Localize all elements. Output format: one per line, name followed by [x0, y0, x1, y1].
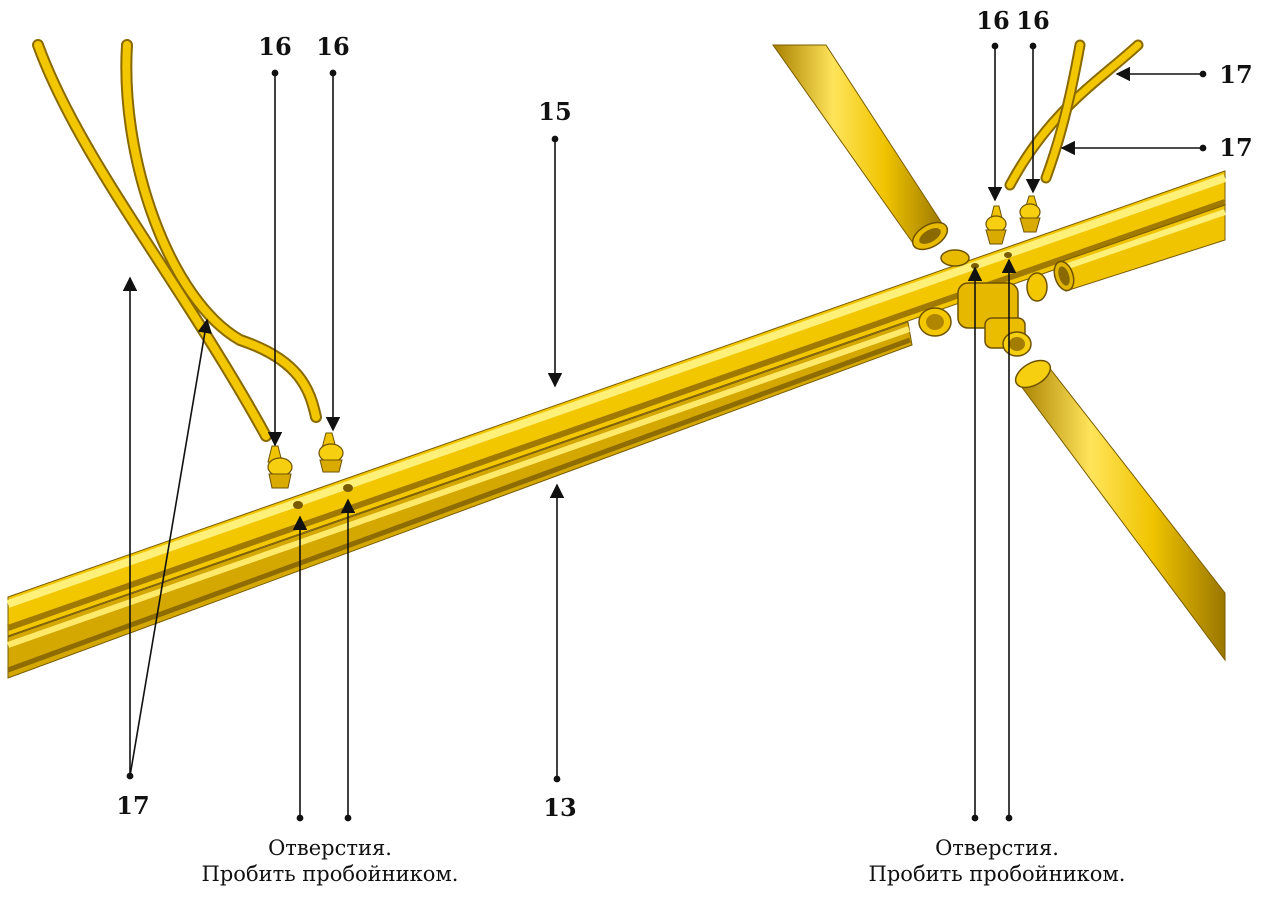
caption-right-line2: Пробить пробойником. — [868, 862, 1126, 886]
label-17-right-1: 17 — [1219, 60, 1252, 89]
label-17-right-2: 17 — [1219, 133, 1252, 162]
caption-right: Отверстия. Пробить пробойником. — [837, 835, 1157, 887]
label-15: 15 — [538, 97, 571, 126]
upper-pipe — [6, 170, 1227, 637]
diagonal-pipe-top — [772, 44, 949, 251]
feeder-tubes-left — [32, 39, 322, 442]
dripper-left-1 — [267, 445, 293, 489]
lower-pipe — [7, 321, 913, 679]
dripper-left-2 — [318, 432, 344, 473]
label-17-left: 17 — [116, 791, 149, 820]
label-16-right-2: 16 — [1016, 6, 1049, 35]
caption-right-line1: Отверстия. — [935, 836, 1059, 860]
label-16-right-1: 16 — [976, 6, 1009, 35]
label-13: 13 — [543, 793, 576, 822]
caption-left-line1: Отверстия. — [268, 836, 392, 860]
label-16-left-1: 16 — [258, 32, 291, 61]
dripper-right-1 — [985, 205, 1007, 245]
label-16-left-2: 16 — [316, 32, 349, 61]
caption-left-line2: Пробить пробойником. — [201, 862, 459, 886]
holes-left — [293, 484, 353, 509]
diagonal-pipe-bottom — [1014, 359, 1226, 662]
caption-left: Отверстия. Пробить пробойником. — [170, 835, 490, 887]
right-lower-pipe — [1053, 204, 1226, 292]
leader-lines — [122, 42, 1207, 822]
cross-fitting — [918, 249, 1048, 357]
feeder-tubes-right — [1004, 39, 1144, 191]
dripper-right-2 — [1019, 195, 1041, 233]
